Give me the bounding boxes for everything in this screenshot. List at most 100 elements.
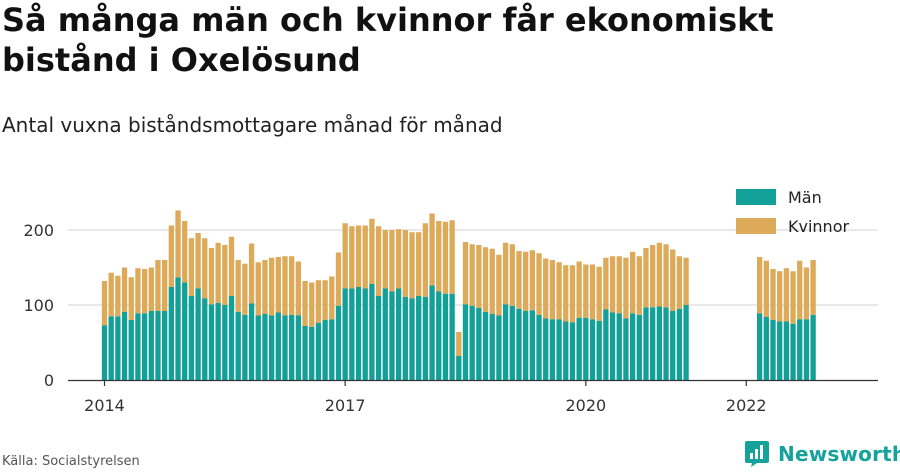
bar-kvinnor: [643, 248, 649, 308]
bar-man: [549, 319, 556, 380]
bar-kvinnor: [148, 267, 154, 311]
bar-kvinnor: [235, 260, 241, 312]
bar-kvinnor: [436, 221, 442, 292]
x-tick-label: 2017: [325, 396, 366, 415]
bar-kvinnor: [275, 257, 281, 313]
bar-kvinnor: [369, 218, 375, 284]
bar-kvinnor: [101, 281, 108, 326]
bar-kvinnor: [523, 251, 529, 311]
bar-kvinnor: [609, 256, 616, 313]
bar-kvinnor: [536, 253, 542, 315]
bar-man: [255, 315, 261, 380]
bar-kvinnor: [529, 250, 535, 311]
bar-kvinnor: [175, 210, 181, 278]
bar-kvinnor: [409, 232, 415, 299]
bar-man: [676, 308, 683, 380]
bar-man: [663, 307, 669, 380]
bar-man: [375, 296, 382, 380]
bar-man: [523, 311, 529, 380]
bar-kvinnor: [650, 245, 656, 308]
bar-man: [482, 311, 489, 380]
bar-kvinnor: [188, 238, 195, 296]
bar-kvinnor: [208, 248, 215, 305]
brand[interactable]: Newsworthy: [744, 440, 900, 468]
bar-kvinnor: [416, 232, 422, 296]
bar-kvinnor: [195, 233, 201, 289]
bar-man: [756, 313, 763, 380]
bar-kvinnor: [462, 242, 469, 305]
bar-man: [469, 305, 475, 380]
bar-kvinnor: [215, 242, 221, 303]
bar-man: [623, 318, 629, 380]
bar-man: [643, 307, 649, 380]
bar-kvinnor: [482, 247, 489, 312]
bar-man: [349, 288, 355, 380]
stacked-bar-chart: 0 100 200 2014 2017 2020 2022 Män Kvinnor: [23, 188, 878, 415]
bar-man: [536, 314, 542, 380]
bar-kvinnor: [810, 260, 816, 315]
bar-kvinnor: [222, 245, 228, 305]
bar-man: [596, 320, 602, 380]
bar-man: [609, 312, 616, 380]
bar-kvinnor: [141, 269, 148, 314]
source-note: Källa: Socialstyrelsen: [2, 454, 140, 469]
bar-man: [516, 308, 522, 380]
legend-swatch-man: [736, 189, 776, 205]
bar-kvinnor: [670, 249, 676, 311]
bar-man: [603, 309, 609, 380]
x-tick-label: 2020: [565, 396, 606, 415]
bar-kvinnor: [516, 251, 522, 309]
bar-man: [502, 304, 509, 380]
bar-kvinnor: [128, 277, 134, 320]
bar-man: [329, 319, 335, 380]
y-axis-tick-labels: 0 100 200: [23, 221, 54, 390]
bar-man: [416, 296, 422, 380]
bar-kvinnor: [777, 271, 783, 322]
bar-man: [563, 321, 569, 380]
bar-kvinnor: [155, 260, 161, 311]
bar-man: [476, 308, 482, 380]
bar-kvinnor: [496, 254, 502, 316]
bar-man: [543, 318, 549, 380]
bar-kvinnor: [656, 242, 663, 307]
bar-man: [182, 282, 188, 380]
bar-man: [275, 312, 281, 380]
chart-title: Så många män och kvinnor får ekonomiskt …: [2, 1, 774, 79]
bar-man: [683, 305, 689, 380]
bar-kvinnor: [469, 244, 475, 306]
bar-man: [382, 288, 388, 380]
bar-kvinnor: [289, 256, 295, 315]
y-tick-label: 100: [23, 296, 54, 315]
bar-kvinnor: [549, 260, 556, 320]
bar-man: [810, 314, 816, 380]
bar-kvinnor: [589, 264, 596, 320]
legend-label-man: Män: [788, 188, 822, 207]
bar-kvinnor: [329, 276, 335, 320]
bar-kvinnor: [456, 332, 462, 356]
bar-kvinnor: [315, 280, 322, 323]
legend-swatch-kvinnor: [736, 218, 776, 234]
bar-man: [315, 323, 322, 380]
bar-kvinnor: [121, 267, 128, 312]
bar-kvinnor: [108, 272, 114, 317]
x-axis-ticks: 2014 2017 2020 2022: [84, 380, 767, 415]
bar-man: [121, 311, 128, 380]
bar-man: [496, 315, 502, 380]
bar-man: [115, 316, 121, 380]
bar-kvinnor: [182, 221, 188, 283]
bar-man: [108, 316, 114, 380]
bar-kvinnor: [349, 226, 355, 289]
bar-man: [436, 291, 442, 380]
bar-kvinnor: [596, 266, 602, 321]
bar-man: [228, 296, 235, 380]
bar-kvinnor: [322, 280, 328, 320]
bar-kvinnor: [629, 251, 636, 314]
bar-kvinnor: [302, 281, 308, 326]
bar-kvinnor: [797, 260, 803, 320]
bar-man: [569, 322, 576, 380]
bar-kvinnor: [683, 257, 689, 305]
bar-man: [783, 321, 790, 380]
bar-man: [456, 356, 462, 380]
bar-man: [777, 321, 783, 380]
bar-man: [462, 304, 469, 380]
